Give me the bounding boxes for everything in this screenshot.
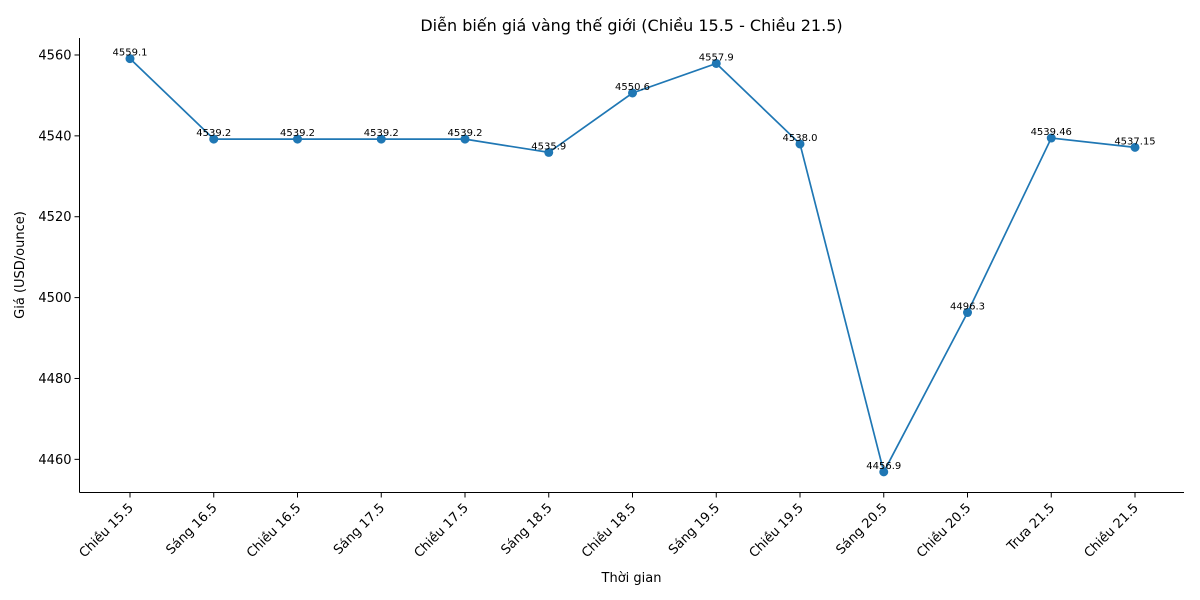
y-tick-label: 4500 [38,291,71,306]
data-point [376,134,386,144]
x-tick-label: Chiều 16.5 [244,501,304,561]
data-label: 4539.2 [196,128,231,139]
data-point [711,58,721,68]
data-label: 4537.15 [1114,136,1155,147]
data-label: 4496.3 [950,302,985,313]
chart-title: Diễn biến giá vàng thế giới (Chiều 15.5 … [420,16,842,35]
data-label: 4539.46 [1031,127,1072,138]
data-point [628,88,637,98]
data-label: 4557.9 [699,52,734,63]
data-label: 4539.2 [364,128,399,139]
data-point [544,147,554,157]
y-tick-label: 4480 [38,372,71,387]
data-point [963,308,972,318]
data-label: 4456.9 [866,461,901,472]
data-labels: 4559.1 4539.2 4539.2 4539.2 4539.2 4535.9 4550… [113,48,1156,472]
data-point [1046,133,1056,143]
data-label: 4550.6 [615,82,650,93]
y-tick-label: 4560 [38,48,71,63]
x-tick-label: Chiều 21.5 [1082,501,1142,561]
y-tick-label: 4460 [38,453,71,468]
data-point [1130,142,1140,152]
x-tick-label: Trưa 21.5 [1004,501,1058,555]
data-label: 4535.9 [531,141,566,152]
series-line [129,57,1136,475]
data-label: 4539.2 [280,128,315,139]
x-tick-label: Chiều 20.5 [914,501,974,561]
x-tick-label: Sáng 17.5 [331,501,388,558]
data-point [879,467,889,477]
x-tick-label: Sáng 16.5 [163,501,220,558]
data-point [795,139,805,149]
x-tick-label: Chiều 19.5 [747,501,807,561]
x-tick-label: Chiều 15.5 [77,501,137,561]
x-tick-label: Chiều 17.5 [412,501,472,561]
x-tick-label: Chiều 18.5 [579,501,639,561]
data-label: 4539.2 [448,128,483,139]
data-label: 4559.1 [113,48,148,59]
data-label: 4538.0 [783,133,818,144]
data-point [293,134,302,144]
y-axis-ticks: 4460 4480 4500 4520 4540 4560 [38,48,80,468]
x-tick-label: Sáng 20.5 [833,501,890,558]
data-point [125,54,135,64]
data-point [460,134,470,144]
y-tick-label: 4520 [38,210,71,225]
y-axis-label: Giá (USD/ounce) [13,211,28,319]
x-tick-label: Sáng 18.5 [498,501,555,558]
data-points [125,54,1140,477]
y-tick-label: 4540 [38,129,71,144]
data-point [209,134,219,144]
x-tick-label: Sáng 19.5 [666,501,723,558]
x-axis-label: Thời gian [601,571,662,586]
x-axis-ticks: Chiều 15.5 Sáng 16.5 Chiều 16.5 Sáng 17.5 Ch… [77,492,1142,561]
